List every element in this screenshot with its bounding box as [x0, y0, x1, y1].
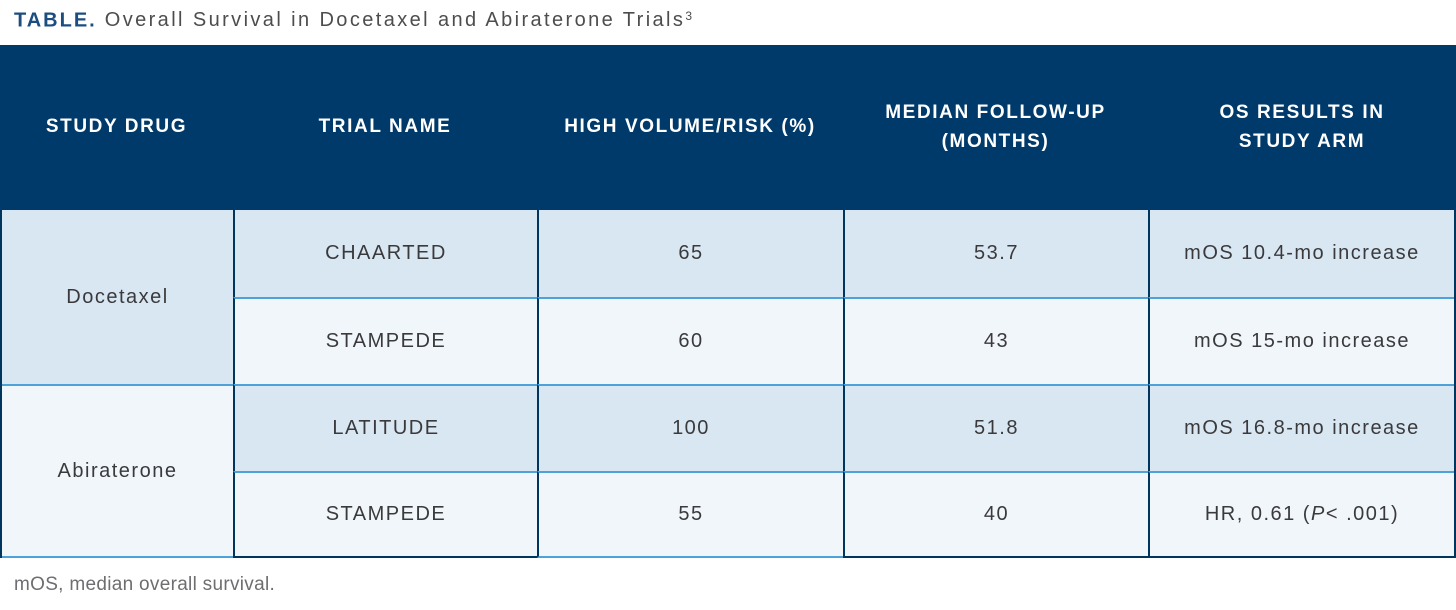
title-citation: 3: [685, 9, 692, 23]
cell-trial-name: CHAARTED: [233, 210, 537, 297]
os-results-text-part: mOS 16.8-mo increase: [1184, 417, 1420, 439]
cell-median-follow-up: 53.7: [843, 210, 1148, 297]
os-results-text-part: LATITUDE: [332, 417, 440, 439]
os-results-text-part: STAMPEDE: [325, 503, 447, 525]
os-results-text-part: 100: [672, 417, 710, 439]
cell-os-results: mOS 10.4-mo increase: [1148, 210, 1454, 297]
os-results-text-part: 65: [678, 242, 704, 264]
cell-high-volume-risk: 65: [537, 210, 843, 297]
column-header-line: (MONTHS): [941, 130, 1050, 152]
column-header-high-volume-risk: HIGH VOLUME/RISK (%): [537, 45, 843, 210]
os-results-text-part: mOS 10.4-mo increase: [1184, 242, 1420, 264]
os-results-text-part: < .001): [1325, 503, 1400, 525]
title-text: Overall Survival in Docetaxel and Abirat…: [104, 9, 686, 32]
os-results-text-part: mOS 15-mo increase: [1194, 330, 1410, 352]
cell-os-results: mOS 15-mo increase: [1148, 297, 1454, 384]
table-header: STUDY DRUG TRIAL NAME HIGH VOLUME/RISK (%)…: [0, 45, 1456, 210]
cell-median-follow-up: 40: [843, 471, 1148, 558]
cell-high-volume-risk: 55: [537, 471, 843, 558]
cell-os-results: mOS 16.8-mo increase: [1148, 384, 1454, 471]
cell-high-volume-risk: 60: [537, 297, 843, 384]
cell-os-results: HR, 0.61 (P < .001): [1148, 471, 1454, 558]
os-results-text-part: 40: [983, 503, 1010, 525]
cell-study-drug: Abiraterone: [2, 384, 233, 558]
column-header-os-results: OS RESULTS IN STUDY ARM: [1148, 45, 1456, 210]
column-header-line: TRIAL NAME: [318, 116, 452, 138]
os-results-text-part: 55: [678, 503, 704, 525]
os-results-text-part: 43: [983, 330, 1010, 352]
os-results-text-part: STAMPEDE: [325, 330, 447, 352]
cell-high-volume-risk: 100: [537, 384, 843, 471]
column-header-trial-name: TRIAL NAME: [233, 45, 537, 210]
cell-median-follow-up: 51.8: [843, 384, 1148, 471]
table-footnote: mOS, median overall survival.: [14, 574, 276, 595]
cell-trial-name: STAMPEDE: [233, 471, 537, 558]
os-results-text-part: 60: [678, 330, 704, 352]
column-header-line: STUDY ARM: [1238, 130, 1366, 152]
os-results-text-part: 53.7: [974, 242, 1019, 264]
title-label: TABLE.: [14, 9, 97, 32]
column-header-line: STUDY DRUG: [45, 116, 188, 138]
table-body: Docetaxel CHAARTED 65 53.7 mOS 10.4-mo incre…: [0, 210, 1456, 558]
os-results-text-part: HR, 0.61 (: [1204, 503, 1311, 525]
os-results-text-part: 51.8: [974, 417, 1019, 439]
column-header-study-drug: STUDY DRUG: [0, 45, 233, 210]
cell-study-drug: Docetaxel: [2, 210, 233, 384]
column-header-line: MEDIAN FOLLOW-UP: [885, 102, 1106, 123]
cell-median-follow-up: 43: [843, 297, 1148, 384]
cell-trial-name: LATITUDE: [233, 384, 537, 471]
os-results-text-part: CHAARTED: [325, 242, 447, 264]
column-header-line: HIGH VOLUME/RISK (%): [564, 116, 816, 138]
survival-table: STUDY DRUG TRIAL NAME HIGH VOLUME/RISK (%)…: [0, 45, 1456, 558]
cell-trial-name: STAMPEDE: [233, 297, 537, 384]
figure-title: TABLE. Overall Survival in Docetaxel and …: [0, 0, 1456, 45]
column-header-line: OS RESULTS IN: [1219, 102, 1385, 123]
os-results-italic-part: P: [1310, 503, 1326, 525]
column-header-median-follow-up: MEDIAN FOLLOW-UP (MONTHS): [843, 45, 1148, 210]
